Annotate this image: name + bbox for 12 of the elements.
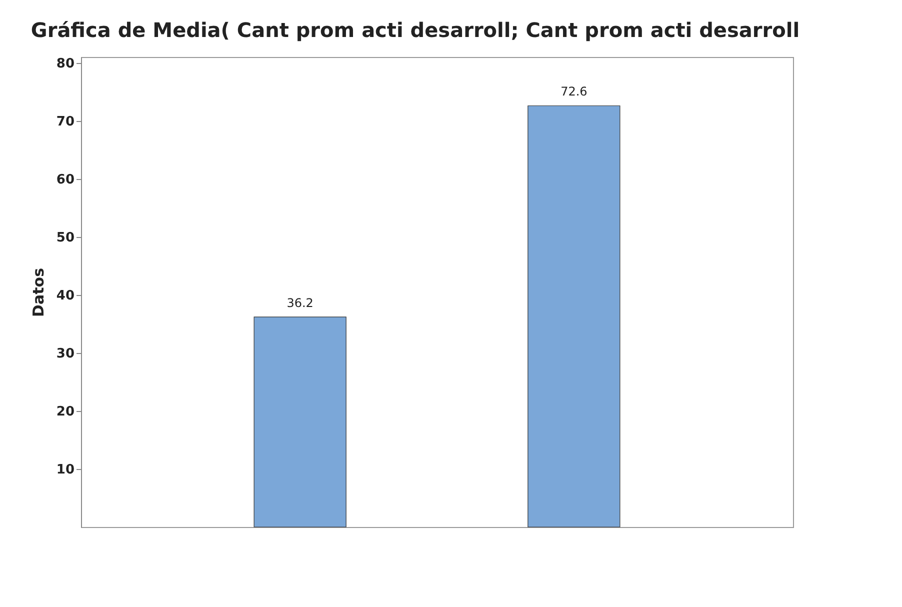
y-tick-label: 40 — [56, 288, 74, 304]
data-label: 72.6 — [560, 84, 588, 99]
chart-title: Gráfica de Media( Cant prom acti desarroll; Cant prom acti desarroll — [30, 18, 800, 42]
y-tick-label: 80 — [56, 56, 74, 72]
data-label: 36.2 — [286, 296, 314, 310]
y-tick-label: 20 — [56, 404, 74, 420]
y-tick-label: 30 — [56, 346, 74, 362]
y-tick-label: 50 — [56, 230, 74, 246]
y-tick-label: 70 — [56, 114, 74, 130]
y-axis-title: Datos — [29, 268, 48, 317]
y-tick-label: 10 — [56, 462, 74, 478]
y-tick-label: 60 — [56, 172, 74, 188]
